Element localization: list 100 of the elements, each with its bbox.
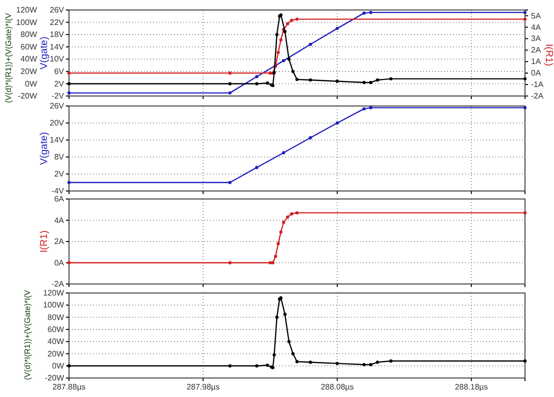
point bbox=[268, 261, 272, 264]
point bbox=[295, 18, 299, 21]
x-tick-label: 287.98µs bbox=[186, 382, 220, 392]
point bbox=[282, 59, 286, 62]
y-tick-label: 20V bbox=[50, 118, 65, 128]
point bbox=[376, 78, 380, 82]
y2-tick-label: 10V bbox=[50, 54, 65, 64]
point bbox=[369, 106, 372, 110]
y-tick-label: -4V bbox=[52, 186, 65, 196]
point bbox=[279, 230, 283, 234]
point bbox=[282, 151, 286, 154]
point bbox=[255, 75, 258, 78]
point bbox=[282, 220, 286, 224]
point bbox=[308, 360, 312, 364]
point bbox=[286, 22, 290, 26]
point bbox=[523, 106, 527, 110]
point bbox=[228, 364, 232, 368]
point bbox=[279, 38, 283, 42]
point bbox=[255, 82, 258, 86]
point bbox=[275, 32, 278, 36]
point bbox=[523, 359, 527, 363]
y3-tick-label: 3A bbox=[531, 34, 542, 44]
y-tick-label: 100W bbox=[43, 300, 64, 310]
point bbox=[266, 364, 270, 367]
point bbox=[274, 254, 278, 258]
point bbox=[228, 71, 232, 75]
point bbox=[228, 261, 232, 264]
y2-tick-label: 6V bbox=[54, 66, 65, 76]
point bbox=[389, 359, 392, 363]
y3-axis-title: I(R1) bbox=[543, 44, 554, 66]
point bbox=[290, 18, 294, 22]
point bbox=[295, 78, 299, 82]
point bbox=[268, 71, 272, 75]
y2-tick-label: 18V bbox=[50, 30, 65, 40]
point bbox=[291, 70, 295, 74]
point bbox=[228, 91, 232, 95]
point bbox=[389, 77, 392, 80]
y3-tick-label: 5A bbox=[531, 11, 542, 20]
point bbox=[523, 10, 527, 14]
point bbox=[67, 91, 71, 95]
y-tick-label: 80W bbox=[48, 312, 64, 322]
point bbox=[336, 121, 339, 125]
y-tick-label: -2A bbox=[52, 280, 65, 289]
y-tick-label: 26V bbox=[50, 102, 65, 111]
point bbox=[67, 180, 71, 184]
y3-tick-label: 2A bbox=[531, 46, 542, 55]
point bbox=[228, 82, 232, 86]
y-tick-label: 6A bbox=[54, 194, 65, 204]
y3-tick-label: -1A bbox=[531, 80, 544, 90]
y-axis-title: I(R1) bbox=[39, 230, 50, 253]
point bbox=[523, 77, 527, 80]
y-axis-title: (V(d)*I(R1))+(V(Gate)*I(V bbox=[23, 289, 32, 380]
point bbox=[276, 242, 280, 246]
point bbox=[266, 82, 270, 85]
y-axis-title: V(gate) bbox=[39, 132, 50, 165]
point bbox=[336, 362, 339, 366]
y-tick-label: 14V bbox=[50, 136, 65, 145]
y-tick-label: 8V bbox=[54, 152, 65, 162]
point bbox=[523, 211, 527, 214]
y-tick-label: 80W bbox=[20, 30, 38, 40]
x-tick-label: 288.18µs bbox=[454, 382, 488, 392]
point bbox=[336, 26, 339, 30]
point bbox=[362, 11, 366, 15]
x-tick-label: 287.88µs bbox=[52, 382, 86, 392]
point bbox=[376, 360, 380, 364]
y-tick-label: 40W bbox=[20, 54, 38, 64]
point bbox=[308, 78, 312, 82]
y3-tick-label: -2A bbox=[531, 92, 544, 101]
y-tick-label: 40W bbox=[48, 337, 64, 346]
point bbox=[286, 215, 290, 219]
point bbox=[369, 80, 372, 84]
point bbox=[295, 360, 299, 364]
y3-tick-label: 1A bbox=[531, 57, 542, 66]
y-tick-label: 2A bbox=[54, 237, 65, 246]
y2-axis-title: V(gate) bbox=[39, 36, 50, 70]
point bbox=[290, 212, 294, 216]
point bbox=[291, 352, 295, 356]
y-tick-label: 60W bbox=[20, 42, 38, 52]
y2-tick-label: -2V bbox=[52, 92, 65, 101]
point bbox=[523, 18, 527, 21]
point bbox=[255, 364, 258, 368]
y3-tick-label: 0A bbox=[531, 68, 542, 78]
y-tick-label: 120W bbox=[16, 6, 38, 15]
y-tick-label: 100W bbox=[16, 18, 38, 27]
y-tick-label: 0W bbox=[25, 79, 38, 88]
point bbox=[336, 80, 339, 83]
point bbox=[362, 363, 366, 366]
point bbox=[271, 261, 274, 264]
point bbox=[369, 363, 372, 366]
point bbox=[295, 211, 299, 214]
point bbox=[283, 312, 287, 316]
y-tick-label: -20W bbox=[18, 92, 38, 101]
point bbox=[362, 107, 366, 110]
y-tick-label: 20W bbox=[20, 66, 38, 76]
point bbox=[276, 50, 280, 54]
point bbox=[287, 340, 291, 344]
point bbox=[369, 10, 372, 14]
point bbox=[67, 71, 71, 75]
x-tick-label: 288.08µs bbox=[320, 382, 354, 392]
y-tick-label: 20W bbox=[48, 349, 64, 358]
